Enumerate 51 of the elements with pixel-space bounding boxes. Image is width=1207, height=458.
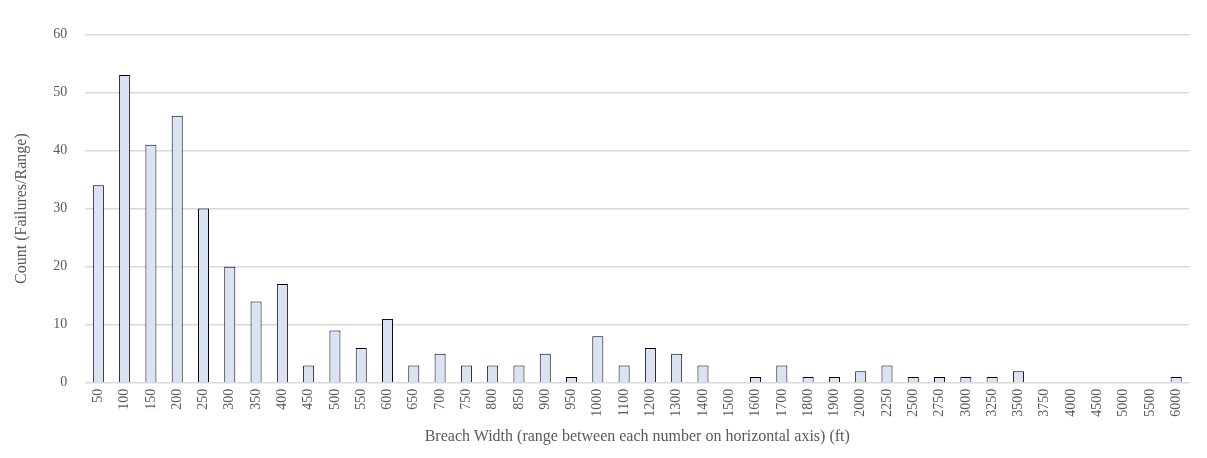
x-tick-label: 300 <box>221 388 237 410</box>
x-tick-label: 1500 <box>720 388 736 417</box>
x-tick-label: 2000 <box>852 388 868 417</box>
y-tick-label: 50 <box>53 84 68 100</box>
x-tick-label: 3250 <box>983 388 999 417</box>
y-tick-label: 40 <box>53 142 68 158</box>
x-tick-label: 150 <box>142 388 158 410</box>
x-tick-label: 3000 <box>957 388 973 417</box>
x-tick-label: 100 <box>116 388 132 410</box>
x-tick-label: 550 <box>352 388 368 410</box>
x-tick-label: 2500 <box>904 388 920 417</box>
x-tick-label: 5000 <box>1115 388 1131 417</box>
x-tick-label: 6000 <box>1167 388 1183 417</box>
x-tick-label: 1800 <box>799 388 815 417</box>
x-tick-label: 1300 <box>668 388 684 417</box>
x-tick-label: 450 <box>300 388 316 410</box>
x-tick-label: 950 <box>563 388 579 410</box>
x-tick-label: 900 <box>536 388 552 410</box>
x-tick-label: 4000 <box>1062 388 1078 417</box>
x-tick-label: 1200 <box>642 388 658 417</box>
x-tick-label: 50 <box>90 388 106 403</box>
x-tick-label: 2750 <box>931 388 947 417</box>
y-tick-label: 30 <box>53 200 68 216</box>
x-tick-label: 200 <box>168 388 184 410</box>
y-tick-label: 10 <box>53 316 68 332</box>
y-tick-label: 0 <box>60 374 68 390</box>
x-tick-label: 350 <box>247 388 263 410</box>
x-tick-label: 1700 <box>773 388 789 417</box>
x-tick-label: 1900 <box>826 388 842 417</box>
x-tick-label: 750 <box>458 388 474 410</box>
x-tick-label: 800 <box>484 388 500 410</box>
x-axis-title: Breach Width (range between each number on horizontal axis) (ft) <box>424 426 850 445</box>
y-tick-label: 20 <box>53 258 68 274</box>
x-tick-label: 5500 <box>1141 388 1157 417</box>
x-tick-label: 3500 <box>1010 388 1026 417</box>
x-tick-label: 850 <box>510 388 526 410</box>
x-tick-label: 2250 <box>878 388 894 417</box>
x-tick-label: 3750 <box>1036 388 1052 417</box>
x-tick-label: 1600 <box>747 388 763 417</box>
x-tick-label: 1100 <box>615 388 631 417</box>
x-tick-label: 250 <box>195 388 211 410</box>
x-tick-label: 4500 <box>1088 388 1104 417</box>
x-tick-label: 400 <box>274 388 290 410</box>
y-axis-title: Count (Failures/Range) <box>11 133 30 284</box>
x-tick-label: 1400 <box>694 388 710 417</box>
x-tick-label: 650 <box>405 388 421 410</box>
x-tick-label: 700 <box>431 388 447 410</box>
y-tick-label: 60 <box>53 26 68 42</box>
x-tick-label: 500 <box>326 388 342 410</box>
x-tick-label: 600 <box>379 388 395 410</box>
x-tick-label: 1000 <box>589 388 605 417</box>
